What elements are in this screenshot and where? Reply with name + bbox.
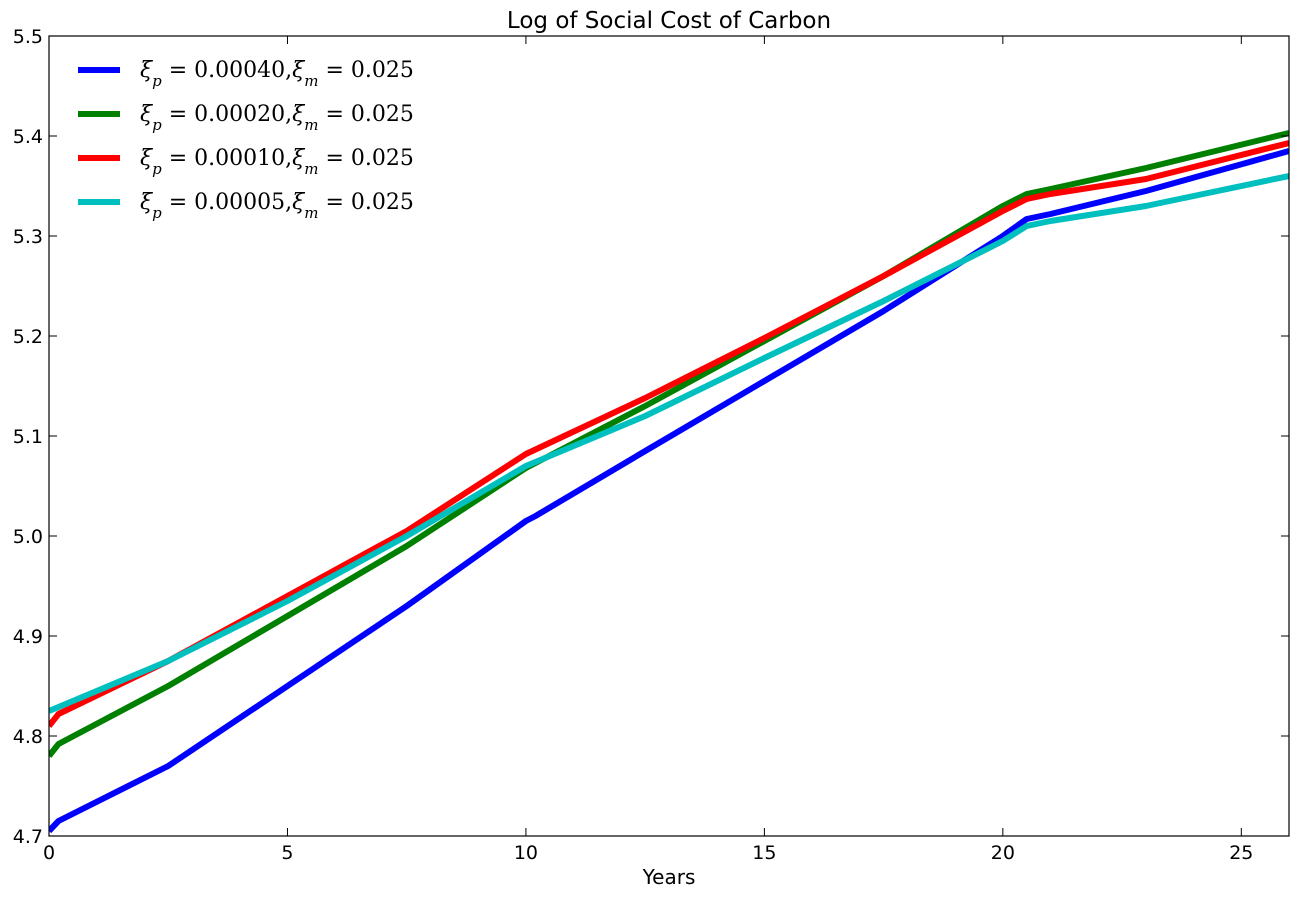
x-tick-label: 25 (1229, 842, 1253, 864)
y-tick-label: 4.8 (13, 726, 43, 748)
x-tick-label: 5 (281, 842, 293, 864)
y-tick-label: 5.0 (13, 526, 43, 548)
y-tick-label: 4.9 (13, 626, 43, 648)
y-axis: 4.7 4.8 4.9 5.0 5.1 5.2 5.3 5.4 5.5 (13, 26, 1289, 848)
x-axis-label: Years (642, 865, 696, 889)
x-axis: 0 5 10 15 20 25 (43, 36, 1253, 864)
y-tick-label: 5.1 (13, 426, 43, 448)
series-line-4 (49, 173, 1289, 714)
x-tick-label: 0 (43, 842, 55, 864)
legend-label: ξp = 0.00010,ξm = 0.025 (140, 146, 414, 178)
y-tick-label: 5.2 (13, 326, 43, 348)
series-line-2 (49, 130, 1289, 758)
x-tick-label: 20 (991, 842, 1015, 864)
y-tick-label: 5.3 (13, 226, 43, 248)
legend-label: ξp = 0.00020,ξm = 0.025 (140, 102, 414, 134)
x-tick-label: 10 (514, 842, 538, 864)
x-tick-label: 15 (752, 842, 776, 864)
legend-label: ξp = 0.00005,ξm = 0.025 (140, 190, 414, 222)
chart-title: Log of Social Cost of Carbon (507, 8, 831, 34)
y-tick-label: 5.5 (13, 26, 43, 48)
series-group (49, 130, 1289, 834)
y-tick-label: 4.7 (13, 826, 43, 848)
legend-label: ξp = 0.00040,ξm = 0.025 (140, 58, 414, 90)
series-line-1 (49, 148, 1289, 834)
y-tick-label: 5.4 (13, 126, 43, 148)
legend: ξp = 0.00040,ξm = 0.025 ξp = 0.00020,ξm =… (78, 58, 414, 222)
